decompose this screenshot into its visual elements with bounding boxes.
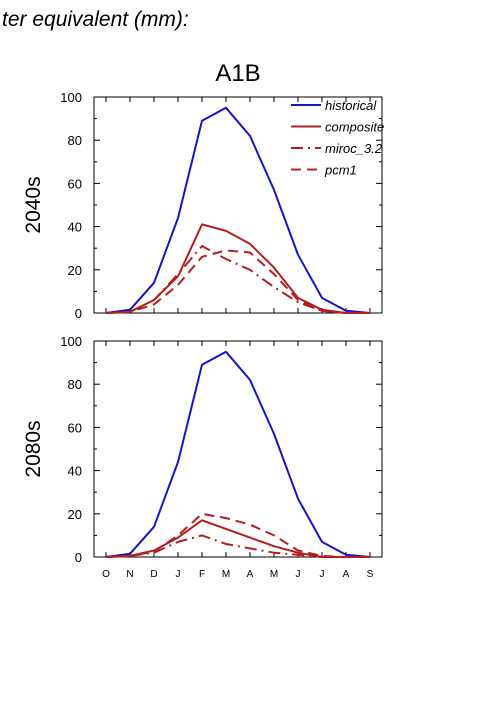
x-tick-label: M — [270, 569, 278, 580]
series-line-composite — [105, 519, 370, 558]
plot-frame — [93, 340, 383, 558]
legend-label: miroc_3.2 — [325, 141, 383, 156]
x-tick-label: J — [296, 569, 301, 580]
x-tick-label: M — [222, 569, 230, 580]
y-tick-label: 60 — [68, 420, 82, 435]
y-tick-label: 0 — [75, 550, 82, 565]
y-tick-label: 80 — [68, 133, 82, 148]
y-tick-label: 100 — [60, 90, 82, 105]
y-tick-label: 0 — [75, 306, 82, 321]
chart-title: A1B — [215, 60, 260, 87]
x-tick-label: O — [102, 569, 110, 580]
x-tick-label: N — [126, 569, 133, 580]
chart-panel-2: 0 20 40 60 80 100 O N D J F M A M J J A S 2080s — [22, 334, 383, 580]
series-line-pcm1 — [105, 512, 370, 558]
legend-label: composite — [325, 120, 384, 135]
y-tick-label: 80 — [68, 377, 82, 392]
x-tick-label: J — [320, 569, 325, 580]
x-tick-label: A — [247, 569, 254, 580]
x-tick-label: A — [343, 569, 350, 580]
chart-panel-1: 0 20 40 60 80 100 2040s historical composite miro… — [22, 90, 384, 321]
legend: historical composite miroc_3.2 pcm1 — [291, 98, 384, 178]
figure-heading: ter equivalent (mm): — [2, 8, 189, 31]
chart-panels: 0 20 40 60 80 100 2040s historical composite miro… — [22, 90, 384, 580]
y-axis-label: 2040s — [22, 176, 45, 233]
legend-label: pcm1 — [324, 163, 357, 178]
x-tick-label: D — [150, 569, 157, 580]
x-tick-label: S — [367, 569, 374, 580]
series-line-historical — [105, 106, 371, 314]
y-tick-label: 100 — [60, 334, 82, 349]
x-tick-label: J — [176, 569, 181, 580]
x-tick-label: F — [199, 569, 205, 580]
y-tick-label: 20 — [68, 263, 82, 278]
y-tick-label: 40 — [68, 464, 82, 479]
series-line-composite — [105, 223, 370, 314]
y-axis-label: 2080s — [22, 420, 45, 477]
series-line-pcm1 — [105, 249, 370, 314]
y-tick-label: 40 — [68, 220, 82, 235]
y-tick-label: 60 — [68, 176, 82, 191]
series-line-historical — [105, 350, 371, 558]
y-tick-label: 20 — [68, 507, 82, 522]
legend-label: historical — [325, 98, 377, 113]
